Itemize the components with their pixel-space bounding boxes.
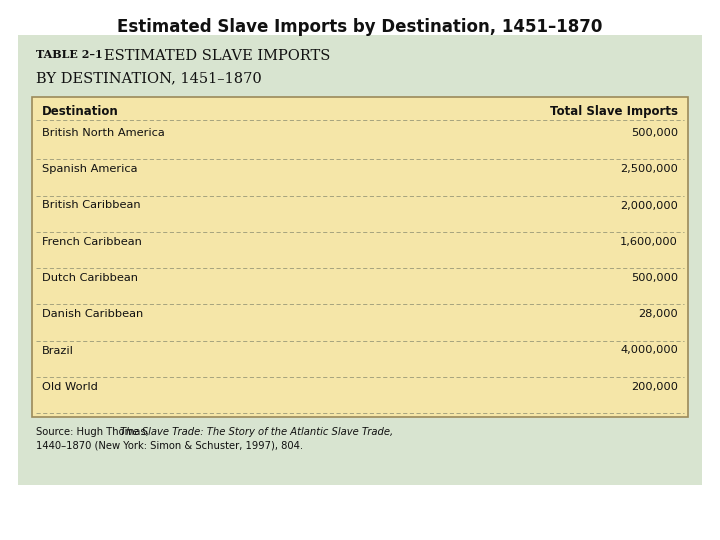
Text: 2,000,000: 2,000,000 [620, 200, 678, 211]
FancyBboxPatch shape [32, 97, 688, 417]
Text: 28,000: 28,000 [638, 309, 678, 319]
Text: Destination: Destination [42, 105, 119, 118]
FancyBboxPatch shape [18, 35, 702, 485]
Text: 1,600,000: 1,600,000 [620, 237, 678, 247]
Text: 500,000: 500,000 [631, 128, 678, 138]
Text: Brazil: Brazil [42, 346, 74, 355]
Text: TABLE 2–1: TABLE 2–1 [36, 49, 114, 60]
Text: BY DESTINATION, 1451–1870: BY DESTINATION, 1451–1870 [36, 71, 262, 85]
Text: 200,000: 200,000 [631, 382, 678, 392]
Text: French Caribbean: French Caribbean [42, 237, 142, 247]
Text: 1440–1870 (New York: Simon & Schuster, 1997), 804.: 1440–1870 (New York: Simon & Schuster, 1… [36, 441, 303, 451]
Text: 4,000,000: 4,000,000 [620, 346, 678, 355]
Text: Old World: Old World [42, 382, 98, 392]
Text: The Slave Trade: The Story of the Atlantic Slave Trade,: The Slave Trade: The Story of the Atlant… [120, 427, 393, 437]
Text: Estimated Slave Imports by Destination, 1451–1870: Estimated Slave Imports by Destination, … [117, 18, 603, 36]
Text: 500,000: 500,000 [631, 273, 678, 283]
Text: Total Slave Imports: Total Slave Imports [550, 105, 678, 118]
Text: British Caribbean: British Caribbean [42, 200, 140, 211]
Text: Source: Hugh Thomas,: Source: Hugh Thomas, [36, 427, 152, 437]
Text: ESTIMATED SLAVE IMPORTS: ESTIMATED SLAVE IMPORTS [104, 49, 330, 63]
Text: Danish Caribbean: Danish Caribbean [42, 309, 143, 319]
Text: Dutch Caribbean: Dutch Caribbean [42, 273, 138, 283]
Text: Spanish America: Spanish America [42, 164, 138, 174]
Text: British North America: British North America [42, 128, 165, 138]
Text: 2,500,000: 2,500,000 [620, 164, 678, 174]
